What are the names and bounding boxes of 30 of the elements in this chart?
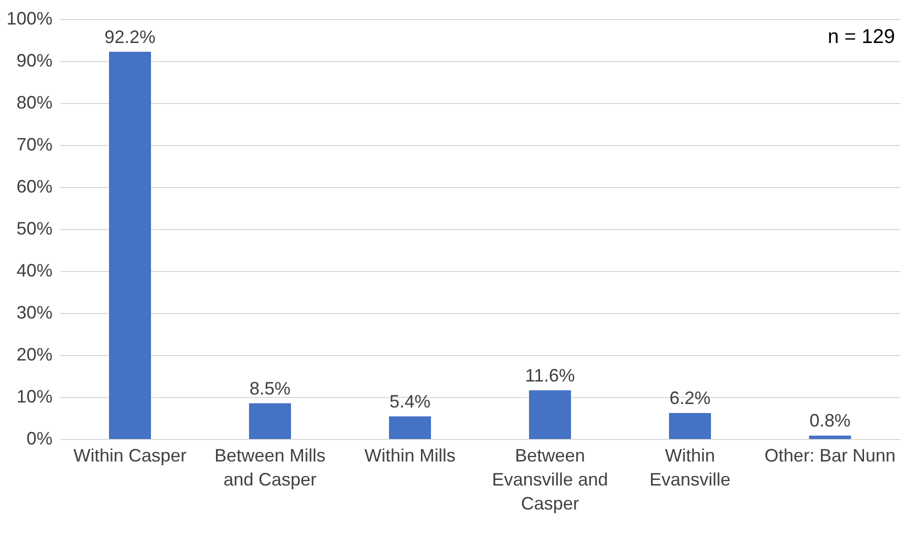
x-tick-label: Between Evansville and Casper <box>492 446 608 514</box>
bar <box>249 403 291 439</box>
x-tick-label: Between Mills and Casper <box>214 446 326 490</box>
y-tick-label: 30% <box>16 302 52 322</box>
y-tick-label: 40% <box>16 260 52 280</box>
y-tick-label: 20% <box>16 344 52 364</box>
y-tick-label: 90% <box>16 50 52 70</box>
annotation: n = 129 <box>828 26 895 48</box>
y-tick-label: 10% <box>16 386 52 406</box>
bar <box>669 412 711 439</box>
bar <box>109 52 151 439</box>
y-tick-label: 0% <box>26 428 52 448</box>
y-tick-label: 80% <box>16 92 52 112</box>
x-tick-label: Within Evansville <box>649 446 731 490</box>
bar <box>809 436 851 439</box>
y-tick-label: 50% <box>16 218 52 238</box>
data-label: 8.5% <box>249 378 291 398</box>
data-label: 6.2% <box>669 388 711 408</box>
x-tick-label: Within Casper <box>73 446 187 466</box>
y-tick-label: 60% <box>16 176 52 196</box>
data-label: 5.4% <box>389 391 431 412</box>
data-label: 92.2% <box>104 26 156 47</box>
y-tick-label: 100% <box>6 8 52 28</box>
data-label: 0.8% <box>809 410 851 431</box>
x-tick-label: Within Mills <box>364 446 456 466</box>
bar <box>389 416 431 439</box>
x-tick-label: Other: Bar Nunn <box>764 446 896 466</box>
y-tick-label: 70% <box>16 134 52 154</box>
bar <box>529 390 571 439</box>
data-label: 11.6% <box>525 365 575 386</box>
